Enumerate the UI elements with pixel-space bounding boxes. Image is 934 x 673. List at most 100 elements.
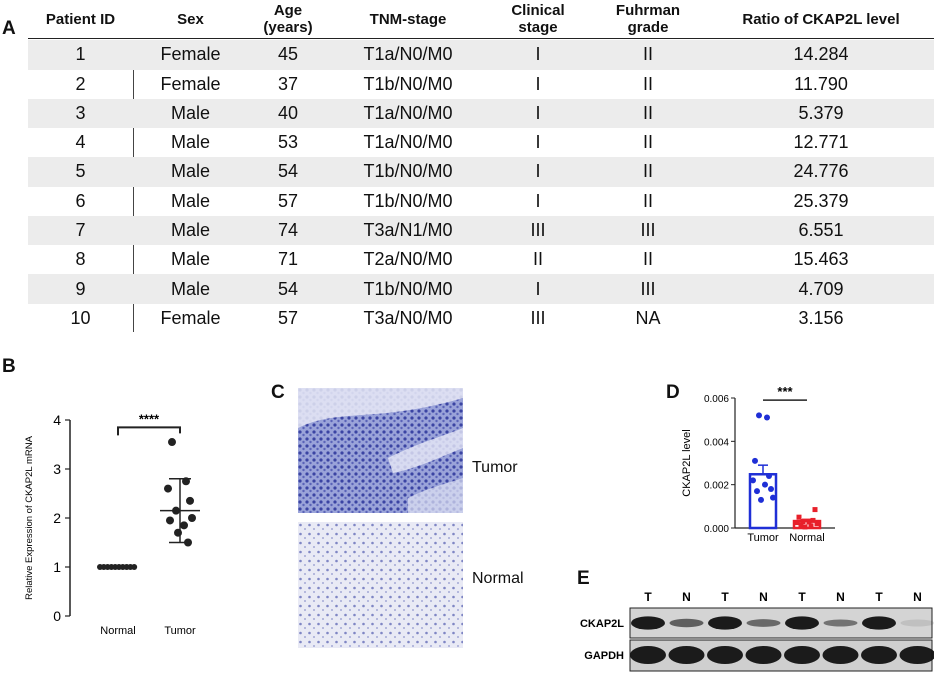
data-point: [800, 519, 806, 524]
data-point: [798, 522, 804, 528]
table-cell: I: [535, 73, 541, 94]
table-header: Patient ID Sex Age (years) TNM-stage Clinical…: [28, 0, 934, 39]
header-text: Age (years): [263, 2, 312, 36]
table-cell: 9: [75, 278, 86, 299]
western-blot: T N T N T N T N CKAP2L GAPDH: [580, 590, 934, 672]
header-line: Age: [273, 2, 303, 19]
table-cell: II: [642, 190, 653, 211]
table-cell: III: [530, 220, 546, 241]
table-cell: 53: [277, 132, 299, 153]
table-cell: 12.771: [793, 132, 849, 153]
lane-label: N: [913, 590, 922, 604]
table-cell: 45: [277, 44, 299, 65]
y-tick-label: 0.006: [704, 394, 729, 405]
y-tick-label: 0.002: [704, 481, 729, 492]
data-point: [754, 488, 760, 495]
data-point: [758, 496, 764, 503]
table-row: 9 Male 54 T1b/N0/M0 I III 4.709: [28, 274, 934, 304]
table-cell: II: [642, 132, 653, 153]
y-tick-label: 0.004: [704, 437, 729, 448]
header-line: Patient ID: [45, 10, 116, 28]
table-cell: NA: [635, 307, 661, 328]
table-cell: 74: [277, 220, 299, 241]
table-cell: Female: [160, 73, 221, 94]
gapdh-band: [630, 646, 666, 664]
table-cell: I: [535, 161, 541, 182]
table-cell: 57: [277, 190, 299, 211]
data-point: [768, 486, 774, 492]
table-cell: T1a/N0/M0: [363, 102, 453, 123]
panel-label-e: E: [577, 568, 590, 589]
ckap2l-band: [708, 616, 742, 630]
table-cell: 7: [75, 220, 86, 241]
header-cell: Patient ID: [28, 0, 133, 38]
table-cell: Male: [170, 278, 210, 299]
panel-label-d: D: [666, 382, 680, 403]
table-row: 5 Male 54 T1b/N0/M0 I II 24.776: [28, 157, 934, 187]
table-cell: I: [535, 44, 541, 65]
y-tick-label: 1: [53, 559, 61, 575]
data-point: [756, 412, 762, 419]
normal-ihc-texture: [298, 522, 463, 648]
data-point: [808, 523, 814, 529]
header-text: TNM-stage: [370, 11, 447, 28]
table-cell: 14.284: [793, 44, 849, 65]
significance-label: ****: [139, 411, 160, 426]
normal-image-label: Normal: [472, 570, 524, 587]
header-line: Ratio of CKAP2L level: [742, 10, 900, 28]
header-text: Clinical stage: [511, 2, 564, 36]
data-point: [806, 519, 812, 525]
header-cell: Fuhrman grade: [588, 0, 708, 38]
data-point: [164, 484, 172, 493]
table-cell: Female: [160, 44, 221, 65]
table-cell: T1b/N0/M0: [363, 73, 453, 94]
normal-ihc-image: [298, 522, 463, 648]
data-point: [762, 481, 768, 488]
y-tick-label: 0.000: [704, 524, 729, 535]
header-cell: Clinical stage: [488, 0, 588, 38]
lane-label: T: [644, 590, 652, 604]
header-line: grade: [627, 19, 669, 36]
table-cell: 5.379: [798, 102, 844, 123]
table-cell: 4.709: [798, 278, 844, 299]
y-tick-label: 0: [53, 608, 61, 624]
table-cell: 54: [277, 278, 299, 299]
data-point: [174, 528, 182, 537]
table-row: 2 Female 37 T1b/N0/M0 I II 11.790: [28, 69, 934, 99]
table-cell: 4: [75, 132, 86, 153]
gapdh-band: [745, 646, 782, 664]
table-cell: Male: [170, 132, 210, 153]
table-cell: I: [535, 102, 541, 123]
table-cell: T1b/N0/M0: [363, 190, 453, 211]
table-cell: 37: [277, 73, 299, 94]
table-cell: 6: [75, 190, 86, 211]
data-point: [814, 521, 820, 527]
x-tick-label: Normal: [789, 532, 824, 544]
gapdh-band: [668, 646, 705, 664]
lane-label: T: [798, 590, 806, 604]
data-point: [131, 564, 138, 570]
data-point: [766, 473, 772, 479]
table-cell: Male: [170, 190, 210, 211]
table-cell: Male: [170, 220, 210, 241]
header-line: Fuhrman: [615, 2, 681, 19]
data-point: [180, 521, 188, 530]
table-cell: 6.551: [798, 220, 844, 241]
table-cell: 54: [277, 161, 299, 182]
y-tick-label: 4: [53, 412, 61, 428]
header-line: Clinical: [511, 2, 565, 19]
x-tick-label: Tumor: [747, 532, 779, 544]
table-cell: 5: [75, 161, 86, 182]
y-axis-label: CKAP2L level: [681, 429, 693, 496]
table-cell: 3.156: [798, 307, 844, 328]
gapdh-band: [784, 646, 820, 664]
chart-d: 0.000 0.002 0.004 0.006 CKAP2L level Tumor Nor…: [681, 384, 835, 544]
row-label-gapdh: GAPDH: [584, 650, 624, 662]
data-point: [752, 457, 758, 464]
table-cell: III: [640, 220, 656, 241]
tumor-ihc-image: [298, 388, 463, 513]
header-text: Sex: [177, 11, 204, 28]
table-cell: II: [642, 44, 653, 65]
gapdh-band: [861, 646, 897, 664]
lane-label: N: [682, 590, 691, 604]
